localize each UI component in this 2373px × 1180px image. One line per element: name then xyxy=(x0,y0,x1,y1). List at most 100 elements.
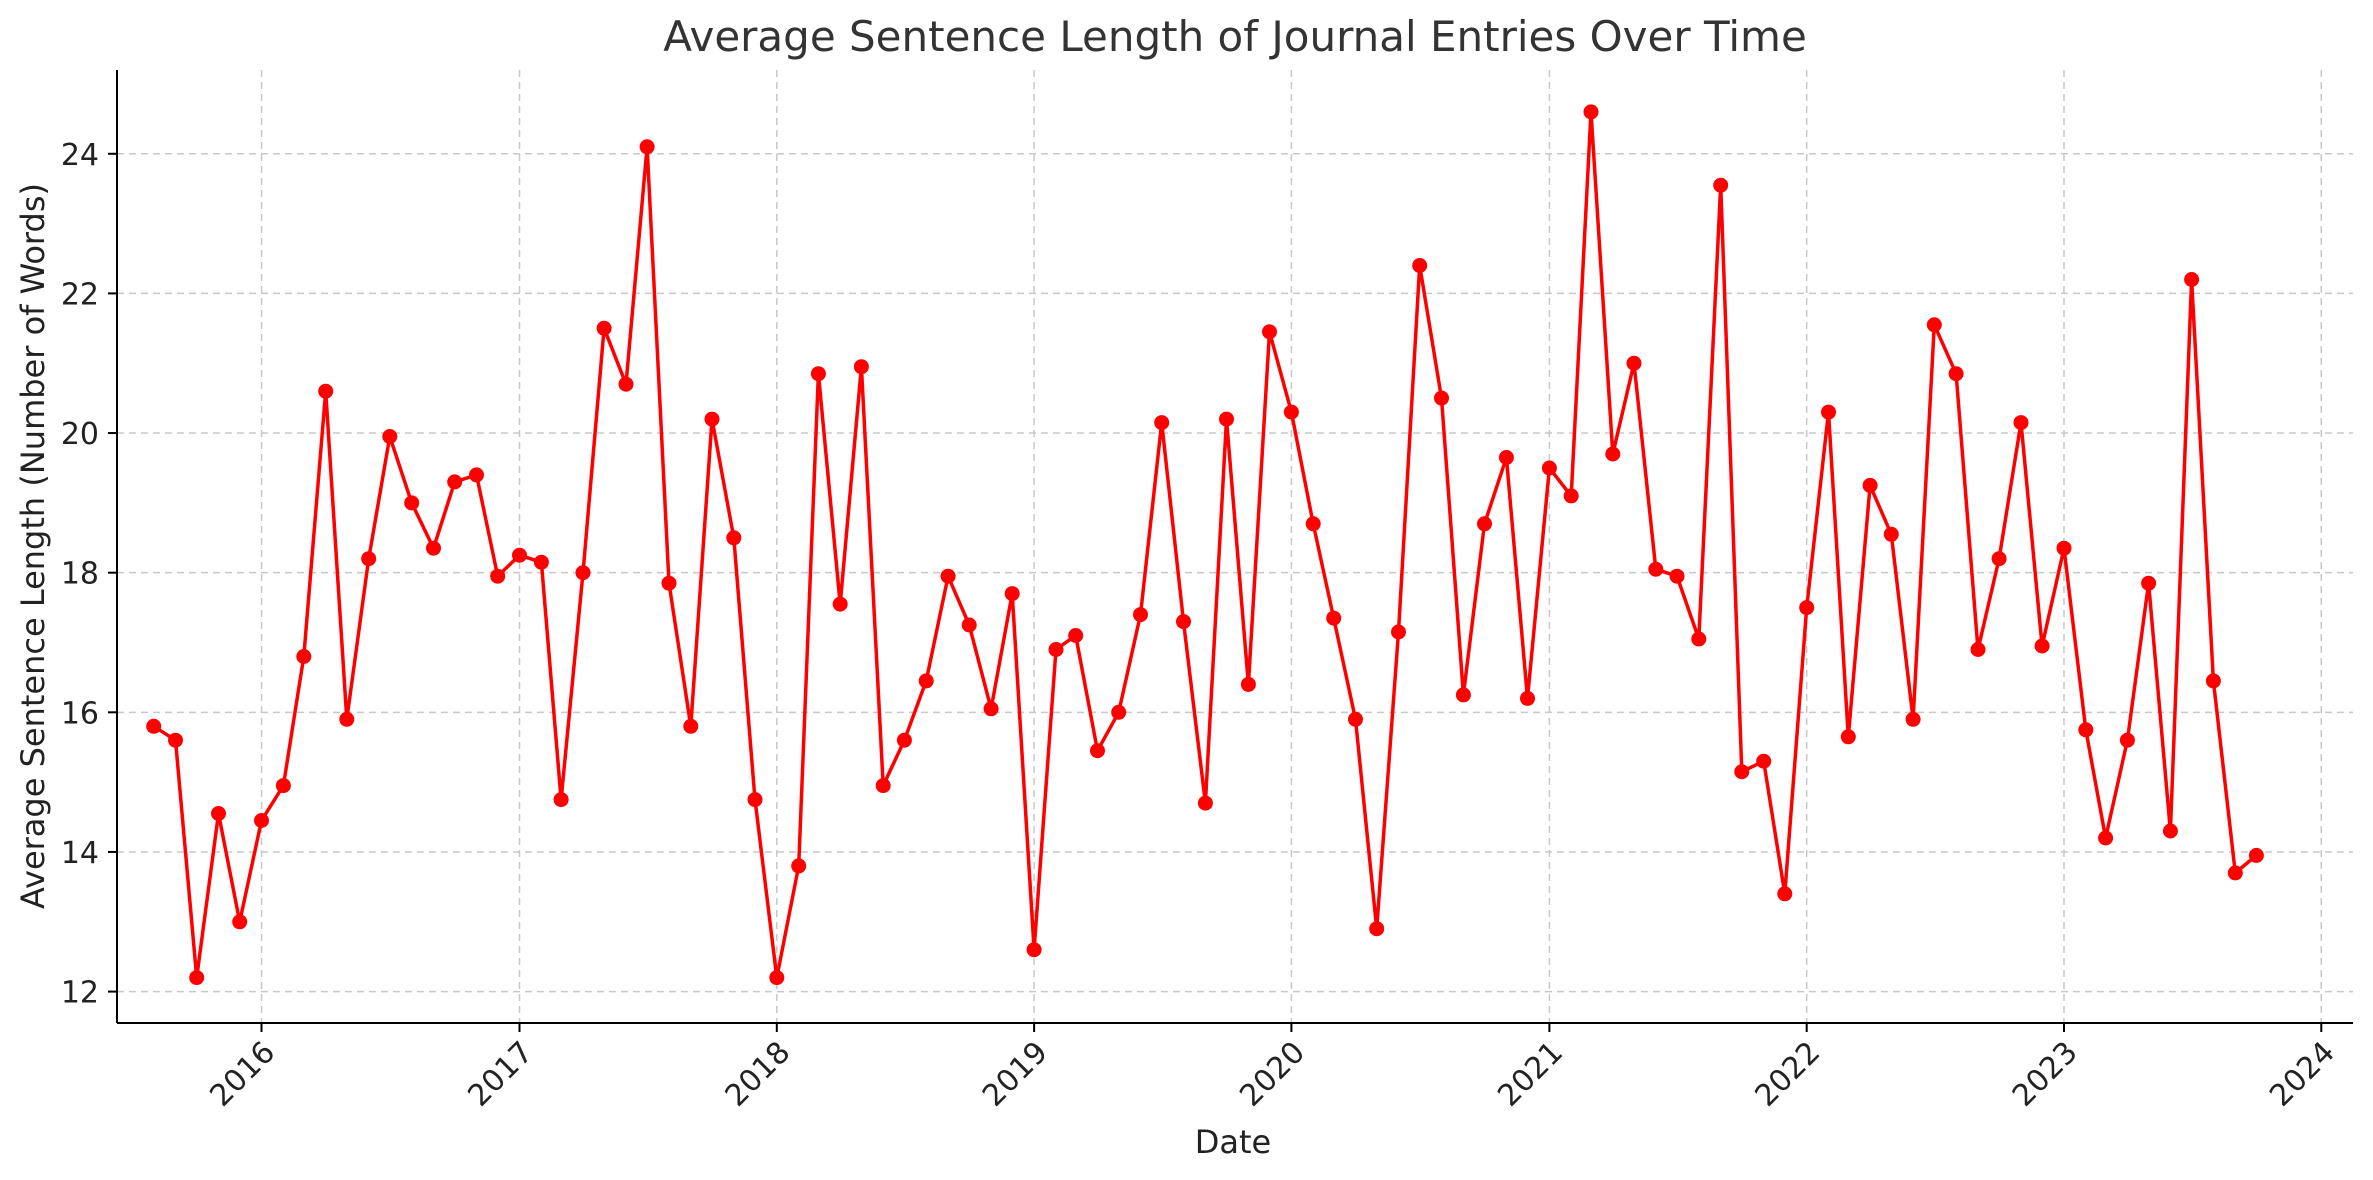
x-tick-label: 2022 xyxy=(1749,1035,1828,1114)
data-point xyxy=(726,530,742,546)
data-point xyxy=(1862,477,1878,493)
series-line xyxy=(152,110,2258,980)
data-point xyxy=(1734,764,1750,780)
data-point xyxy=(983,701,999,717)
data-point xyxy=(747,792,763,808)
axes xyxy=(116,70,2353,1024)
data-point xyxy=(896,732,912,748)
x-tick-label: 2024 xyxy=(2263,1035,2342,1114)
data-point xyxy=(2227,865,2243,881)
data-point xyxy=(1756,753,1772,769)
data-point xyxy=(404,495,420,511)
data-point xyxy=(1541,460,1557,476)
data-point xyxy=(704,411,720,427)
data-point xyxy=(1219,411,1234,427)
data-point xyxy=(1176,614,1191,630)
data-point xyxy=(426,540,441,556)
data-point xyxy=(2098,830,2114,846)
data-point xyxy=(146,718,162,734)
data-point xyxy=(1669,568,1685,584)
data-point xyxy=(1262,324,1277,340)
data-point xyxy=(339,711,355,727)
data-point xyxy=(1991,551,2007,567)
data-point xyxy=(1369,921,1385,937)
data-point xyxy=(1048,642,1064,657)
data-point xyxy=(1090,743,1105,759)
data-point xyxy=(318,383,334,399)
y-tick-label: 20 xyxy=(61,417,99,452)
grid xyxy=(117,70,2353,1023)
data-point xyxy=(1563,488,1579,504)
data-point xyxy=(2141,575,2157,591)
x-tick-label: 2021 xyxy=(1491,1035,1570,1114)
data-point xyxy=(1840,729,1856,745)
data-point xyxy=(275,778,291,794)
y-tick-label: 24 xyxy=(61,138,99,173)
x-tick-label: 2019 xyxy=(976,1035,1055,1114)
data-point xyxy=(769,970,785,986)
data-point xyxy=(1412,258,1428,273)
data-point xyxy=(661,575,677,591)
data-point xyxy=(1068,628,1084,643)
data-point xyxy=(2078,722,2094,738)
data-point xyxy=(211,806,226,821)
data-point xyxy=(1970,642,1986,657)
x-tick-label: 2020 xyxy=(1233,1035,1312,1114)
data-point xyxy=(168,732,183,748)
data-point xyxy=(1283,404,1299,420)
y-tick-label: 22 xyxy=(61,277,99,312)
data-point xyxy=(2119,732,2135,748)
data-point xyxy=(469,467,484,483)
data-point xyxy=(1605,446,1621,462)
data-point xyxy=(832,596,848,612)
data-point xyxy=(490,568,506,584)
data-point xyxy=(575,565,591,581)
data-point xyxy=(791,858,807,874)
data-point xyxy=(1799,600,1815,616)
data-point xyxy=(1626,355,1642,371)
data-point xyxy=(1821,404,1836,420)
data-point xyxy=(533,554,549,570)
data-point xyxy=(1498,450,1514,465)
data-point xyxy=(512,547,527,563)
data-point xyxy=(2184,272,2200,287)
data-point xyxy=(553,792,569,808)
data-point xyxy=(1348,711,1363,727)
data-point xyxy=(596,320,612,336)
data-point xyxy=(254,813,269,828)
data-point xyxy=(1154,415,1170,431)
data-point xyxy=(2056,540,2072,556)
data-point xyxy=(1004,586,1020,602)
data-point xyxy=(1948,366,1964,382)
data-point xyxy=(1455,687,1471,703)
data-point xyxy=(447,474,463,490)
data-point xyxy=(940,568,956,584)
data-point xyxy=(1777,886,1793,902)
data-point xyxy=(1648,561,1664,577)
y-tick-label: 18 xyxy=(61,557,99,592)
data-point xyxy=(1026,942,1042,958)
data-point xyxy=(810,366,826,382)
data-point xyxy=(618,376,634,392)
data-point xyxy=(1905,711,1921,727)
data-point xyxy=(189,970,205,986)
data-point xyxy=(1111,704,1127,720)
data-point xyxy=(2162,823,2178,839)
data-point xyxy=(1583,104,1599,120)
data-point xyxy=(683,718,699,734)
chart-title: Average Sentence Length of Journal Entri… xyxy=(663,12,1807,61)
data-point xyxy=(875,778,891,794)
data-point xyxy=(1133,607,1148,623)
data-point xyxy=(2013,415,2029,431)
data-point xyxy=(1434,390,1449,406)
data-point xyxy=(961,617,977,633)
data-point xyxy=(361,551,377,567)
data-point xyxy=(1326,610,1342,626)
data-point xyxy=(2248,847,2264,863)
data-point xyxy=(1477,516,1492,532)
data-point xyxy=(918,673,934,689)
x-tick-label: 2016 xyxy=(203,1035,282,1114)
data-point xyxy=(1391,624,1406,640)
